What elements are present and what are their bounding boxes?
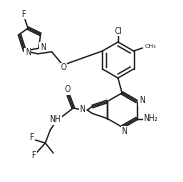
Text: N: N <box>79 104 85 114</box>
Text: Cl: Cl <box>114 27 122 35</box>
Text: N: N <box>40 43 46 52</box>
Text: N: N <box>121 126 127 136</box>
Text: NH₂: NH₂ <box>143 114 158 123</box>
Text: O: O <box>61 63 67 72</box>
Text: O: O <box>64 86 70 94</box>
Text: F: F <box>29 134 33 143</box>
Text: CH₃: CH₃ <box>145 45 156 50</box>
Text: N: N <box>25 48 31 57</box>
Text: NH: NH <box>50 116 61 124</box>
Text: F: F <box>22 10 26 19</box>
Text: F: F <box>31 151 36 159</box>
Text: N: N <box>139 96 145 105</box>
